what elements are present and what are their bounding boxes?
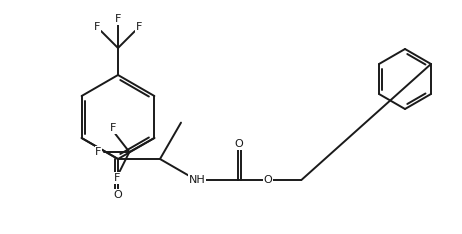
Text: NH: NH bbox=[189, 175, 206, 185]
Text: O: O bbox=[234, 139, 243, 149]
Text: F: F bbox=[136, 22, 142, 32]
Text: O: O bbox=[114, 190, 122, 200]
Text: F: F bbox=[110, 123, 116, 133]
Text: F: F bbox=[94, 22, 100, 32]
Text: O: O bbox=[263, 175, 272, 185]
Text: F: F bbox=[114, 173, 121, 183]
Text: F: F bbox=[115, 14, 121, 24]
Text: F: F bbox=[95, 147, 102, 157]
